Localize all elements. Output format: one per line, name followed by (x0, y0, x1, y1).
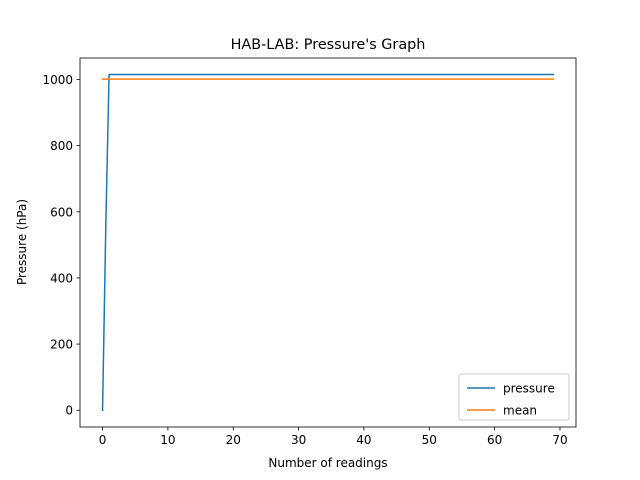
y-tick-label: 1000 (42, 73, 73, 87)
legend-label-mean: mean (503, 404, 537, 418)
x-tick-label: 20 (226, 433, 241, 447)
y-tick-label: 600 (50, 205, 73, 219)
y-tick-label: 400 (50, 271, 73, 285)
x-tick-label: 60 (487, 433, 502, 447)
x-tick-label: 10 (160, 433, 175, 447)
x-tick-label: 0 (99, 433, 107, 447)
legend-box (458, 373, 570, 421)
series-line-pressure (101, 73, 555, 411)
axes-frame (79, 57, 577, 428)
chart-title: HAB-LAB: Pressure's Graph (231, 37, 426, 53)
x-tick-label: 40 (356, 433, 371, 447)
y-tick-label: 200 (50, 338, 73, 352)
y-axis-label: Pressure (hPa) (15, 199, 29, 285)
legend-label-pressure: pressure (503, 382, 555, 396)
x-axis-ticks: 0 10 20 30 40 50 60 70 (99, 427, 568, 447)
legend: pressure mean (458, 373, 570, 421)
x-tick-label: 50 (422, 433, 437, 447)
x-tick-label: 30 (291, 433, 306, 447)
y-tick-label: 0 (65, 404, 73, 418)
y-axis-ticks: 0 200 400 600 800 1000 (42, 73, 80, 418)
x-axis-label: Number of readings (268, 456, 387, 470)
y-tick-label: 800 (50, 139, 73, 153)
plot-area (79, 57, 577, 428)
x-tick-label: 70 (552, 433, 567, 447)
